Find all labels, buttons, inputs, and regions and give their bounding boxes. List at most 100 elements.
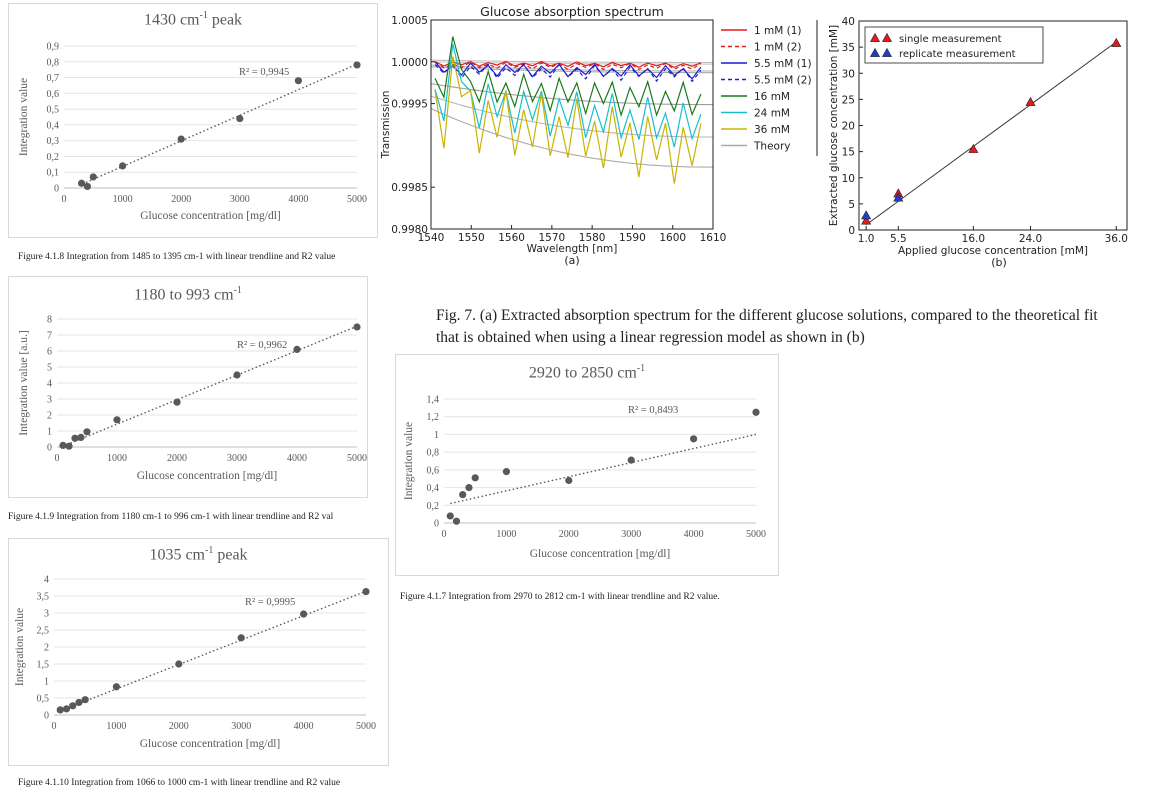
c1180-ytick-label: 3 — [47, 395, 52, 406]
regression-data-point — [968, 143, 979, 153]
c1430-ytick-label: 0,6 — [47, 89, 60, 100]
c2920-data-point — [752, 408, 760, 416]
regression-data-point — [893, 192, 904, 202]
c1180-ytick-label: 8 — [47, 315, 52, 326]
spectrum-legend-label: 1 mM (2) — [754, 42, 802, 54]
c1035-r2-label: R² = 0,9995 — [245, 597, 295, 608]
c1430-trendline — [78, 63, 358, 187]
c2920-data-point — [446, 512, 454, 520]
c1430-x-axis-label: Glucose concentration [mg/dl] — [140, 210, 281, 222]
spectrum-legend-label: 1 mM (1) — [754, 25, 802, 37]
c1180-y-axis-label: Integration value [a.u.] — [18, 330, 30, 435]
c1430-r2-label: R² = 0,9945 — [239, 67, 289, 78]
regression-ytick-label: 10 — [842, 173, 855, 185]
spectrum-axes-frame — [430, 19, 714, 230]
c1180-ytick-label: 0 — [47, 443, 52, 454]
c1430-ytick-label: 0,4 — [47, 120, 60, 131]
regression-x-axis-label: Applied glucose concentration [mM] — [898, 245, 1088, 257]
c2920-ytick-label: 0,8 — [427, 448, 440, 459]
c1430-y-axis-label: Integration value — [18, 78, 30, 156]
c1430-ytick-label: 0,5 — [47, 105, 60, 116]
c1035-ytick-label: 1,5 — [37, 660, 50, 671]
c1430-ytick-label: 0,9 — [47, 42, 60, 53]
chart-1430-panel: 1430 cm-1 peak 0 0,1 0,2 0,3 0,4 0,5 0,6 0,7 0,8… — [8, 3, 378, 238]
spectrum-series-line — [434, 60, 702, 69]
regression-xtick-label: 5.5 — [890, 233, 907, 245]
regression-ytick-label: 15 — [842, 147, 855, 159]
c2920-x-axis-label: Glucose concentration [mg/dl] — [530, 548, 671, 560]
c2920-xtick-label: 0 — [442, 529, 447, 540]
c1180-data-point — [233, 371, 241, 379]
c2920-y-axis-label: Integration value — [403, 422, 415, 500]
spectrum-series-line — [434, 61, 702, 80]
c2920-data-point — [565, 476, 573, 485]
c2920-xtick-label: 1000 — [496, 529, 516, 540]
spectrum-xtick-label: 1560 — [498, 232, 525, 244]
spectrum-xtick-label: 1590 — [619, 232, 646, 244]
chart-2920-panel: 2920 to 2850 cm-1 0 0,2 0,4 0,6 0,8 1 1,2 1,4 0 1… — [395, 354, 779, 576]
spectrum-theory-curve — [430, 108, 713, 168]
chart-1430-plot: 0 0,1 0,2 0,3 0,4 0,5 0,6 0,7 0,8 0,9 0 1000 2000 300… — [18, 42, 367, 223]
c1430-ytick-label: 0 — [54, 184, 59, 195]
regression-data-point — [861, 210, 872, 220]
c1180-data-point — [77, 433, 85, 441]
spectrum-y-axis-label: Transmission — [380, 91, 392, 160]
regression-sublabel: (b) — [991, 256, 1007, 269]
c2920-xtick-label: 5000 — [746, 529, 766, 540]
c1430-data-point — [89, 173, 97, 181]
c1035-ytick-label: 3 — [44, 609, 49, 620]
regression-data-point — [861, 215, 872, 225]
c1035-ytick-label: 0 — [44, 711, 49, 722]
spectrum-legend-label: 5.5 mM (2) — [754, 75, 812, 87]
c1035-data-point — [75, 698, 83, 707]
c1430-data-point — [353, 61, 361, 69]
spectrum-series-line — [434, 63, 702, 83]
c1180-ytick-label: 2 — [47, 411, 52, 422]
c1035-x-axis-label: Glucose concentration [mg/dl] — [140, 738, 281, 750]
c1430-data-point — [177, 135, 185, 143]
c1180-data-point — [113, 416, 121, 424]
spectrum-legend-label: 16 mM — [754, 91, 790, 103]
spectrum-xtick-label: 1580 — [579, 232, 606, 244]
c1430-ytick-label: 0,1 — [47, 168, 60, 179]
c1035-trendline — [59, 590, 367, 712]
c2920-ytick-label: 0,2 — [427, 501, 440, 512]
chart-1035-panel: 1035 cm-1 peak 0 0,5 1 1,5 2 2,5 3 3,5 4 0 1000 200… — [8, 538, 389, 766]
c2920-xtick-label: 3000 — [621, 529, 641, 540]
regression-legend-marker — [881, 32, 893, 42]
regression-figure: 0 5 10 15 20 25 30 35 40 1.0 5.5 16.0 24.0 36.0 single… — [825, 5, 1147, 275]
spectrum-xtick-label: 1600 — [659, 232, 686, 244]
regression-legend-box — [864, 26, 1044, 64]
c1035-ytick-label: 2,5 — [37, 626, 50, 637]
c1035-y-axis-label: Integration value — [14, 608, 26, 686]
c1035-xtick-label: 0 — [52, 721, 57, 732]
c1180-ytick-label: 4 — [47, 379, 52, 390]
regression-legend-marker — [881, 47, 893, 57]
c1035-ytick-label: 3,5 — [37, 592, 50, 603]
c1180-data-point — [71, 434, 79, 442]
c1035-xtick-label: 4000 — [294, 721, 314, 732]
spectrum-xtick-label: 1570 — [538, 232, 565, 244]
regression-xtick-label: 1.0 — [858, 233, 875, 245]
c2920-xtick-label: 4000 — [684, 529, 704, 540]
c1430-xtick-label: 4000 — [288, 194, 308, 205]
c1180-data-point — [353, 323, 361, 331]
regression-ytick-label: 20 — [842, 121, 855, 133]
spectrum-x-axis-label: Wavelength [nm] — [527, 243, 618, 255]
c1035-data-point — [112, 683, 120, 691]
c1035-data-point — [62, 705, 71, 713]
c1180-ytick-label: 6 — [47, 347, 52, 358]
c2920-ytick-label: 0,4 — [427, 483, 440, 494]
chart-2920-caption: Figure 4.1.7 Integration from 2970 to 28… — [400, 592, 720, 602]
c1430-data-point — [119, 162, 127, 170]
spectrum-ytick-label: 1.0000 — [391, 57, 428, 69]
regression-legend-label: replicate measurement — [899, 49, 1016, 60]
c2920-data-point — [459, 491, 467, 499]
spectrum-plot: Glucose absorption spectrum 0.9980 0.9985 0… — [380, 4, 818, 267]
c1035-xtick-label: 3000 — [231, 721, 251, 732]
spectrum-theory-curve — [430, 66, 713, 74]
c1180-ytick-label: 1 — [47, 427, 52, 438]
spectrum-theory-curve — [430, 59, 713, 64]
chart-1035-title: 1035 cm-1 peak — [149, 545, 248, 564]
c1035-data-point — [81, 696, 89, 704]
